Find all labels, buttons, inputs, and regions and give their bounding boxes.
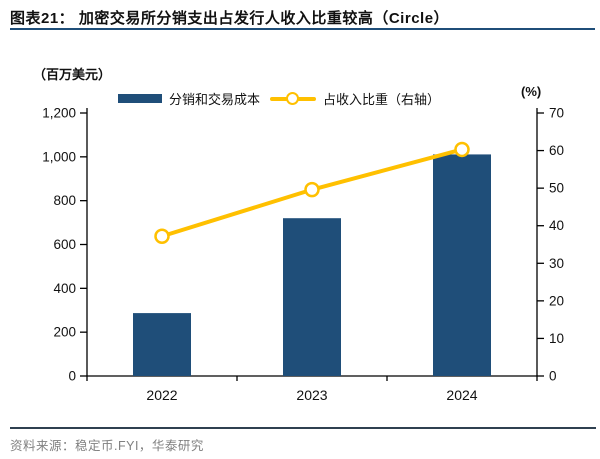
right-axis-tick-label: 70 [549, 106, 564, 121]
left-axis-tick-label: 200 [53, 325, 76, 340]
bar-2022 [133, 313, 191, 376]
left-axis-tick-label: 400 [53, 281, 76, 296]
legend: 分销和交易成本 占收入比重（右轴） [118, 89, 440, 108]
legend-item-bar: 分销和交易成本 [118, 89, 260, 108]
page-title: 图表21： 加密交易所分销支出占发行人收入比重较高（Circle） [10, 10, 450, 27]
right-axis-tick-label: 0 [549, 369, 557, 384]
right-axis-tick-label: 40 [549, 218, 564, 233]
title-underline [10, 28, 595, 30]
legend-bar-label: 分销和交易成本 [169, 92, 261, 107]
legend-line-label: 占收入比重（右轴） [323, 92, 441, 107]
right-axis-tick-label: 10 [549, 331, 564, 346]
footer-divider [10, 427, 596, 429]
line-swatch-marker-icon [286, 92, 300, 105]
right-axis-tick-label: 20 [549, 293, 564, 308]
right-axis-tick-label: 50 [549, 181, 564, 196]
x-axis-category-label: 2022 [146, 387, 177, 403]
line-marker-2024 [454, 141, 470, 158]
bar-2023 [283, 218, 341, 376]
bar-2024 [433, 154, 491, 376]
line-marker-2022 [154, 228, 170, 244]
x-axis-category-label: 2023 [296, 387, 327, 403]
line-series-swatch [270, 92, 317, 105]
x-axis-category-label: 2024 [446, 387, 477, 403]
left-axis-tick-label: 1,200 [42, 106, 76, 121]
legend-item-line: 占收入比重（右轴） [270, 89, 440, 108]
right-axis-tick-label: 30 [549, 256, 564, 271]
right-axis-unit-label: (%) [521, 84, 542, 99]
left-axis-tick-label: 1,000 [42, 149, 76, 164]
right-axis-tick-label: 60 [549, 143, 564, 158]
left-axis-unit-label: （百万美元） [33, 67, 112, 82]
left-axis-tick-label: 600 [53, 237, 76, 252]
bar-series-swatch [118, 94, 162, 103]
line-marker-2023 [304, 181, 320, 198]
left-axis-tick-label: 800 [53, 193, 76, 208]
left-axis-tick-label: 0 [68, 369, 76, 384]
source-note: 资料来源：稳定币.FYI，华泰研究 [10, 439, 204, 453]
